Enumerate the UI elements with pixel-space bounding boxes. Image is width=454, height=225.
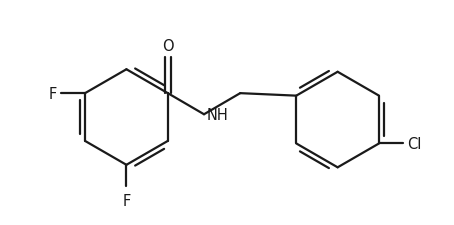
Text: Cl: Cl xyxy=(407,136,421,151)
Text: NH: NH xyxy=(207,107,228,122)
Text: F: F xyxy=(48,86,56,101)
Text: O: O xyxy=(162,39,173,54)
Text: F: F xyxy=(122,193,131,208)
